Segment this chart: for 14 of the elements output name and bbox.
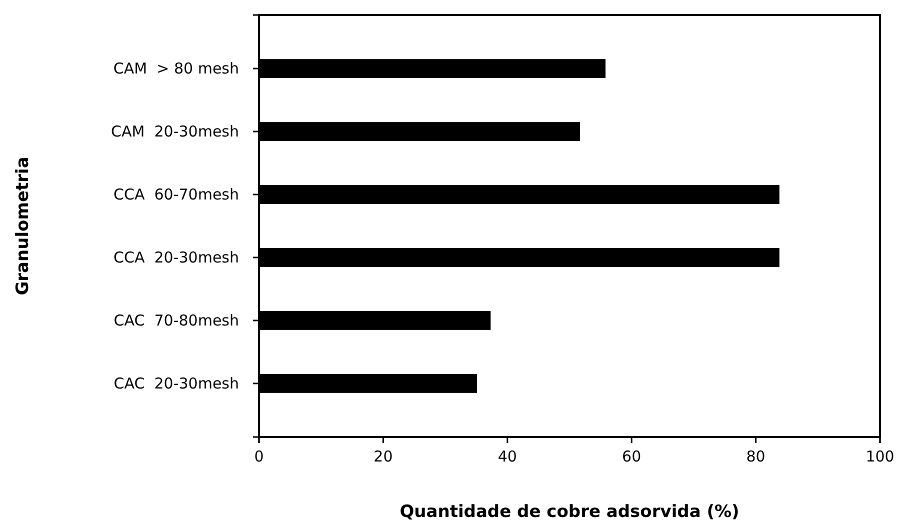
y-tick-label: CAC 70-80mesh — [114, 311, 239, 330]
x-tick-label: 0 — [254, 448, 264, 466]
y-tick-label: CAM > 80 mesh — [113, 59, 239, 78]
x-tick-label: 80 — [746, 448, 766, 466]
x-tick-label: 20 — [374, 448, 393, 466]
y-tick-label: CAM 20-30mesh — [111, 122, 239, 140]
y-axis-title: Granulometria — [13, 156, 33, 296]
x-tick-label: 40 — [498, 448, 517, 466]
y-tick-label: CCA 20-30mesh — [114, 248, 239, 266]
x-tick-label: 60 — [622, 448, 642, 466]
x-tick-label: 100 — [866, 448, 894, 466]
y-tick-label: CAC 20-30mesh — [114, 374, 239, 392]
x-axis-title: Quantidade de cobre adsorvida (%) — [400, 502, 740, 522]
y-tick-label: CCA 60-70mesh — [114, 185, 239, 204]
